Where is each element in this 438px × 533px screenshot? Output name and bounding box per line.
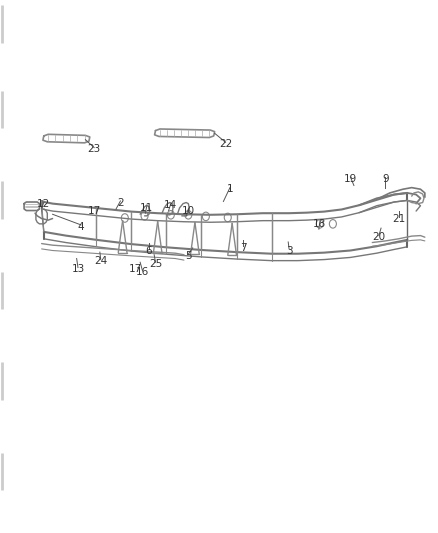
Text: 19: 19 (344, 174, 357, 183)
Text: 17: 17 (129, 264, 142, 273)
Text: 17: 17 (88, 206, 101, 215)
Text: 9: 9 (382, 174, 389, 183)
Text: 4: 4 (78, 222, 85, 231)
Text: 18: 18 (313, 219, 326, 229)
Text: 7: 7 (240, 243, 247, 253)
Text: 22: 22 (219, 139, 232, 149)
Text: 14: 14 (164, 200, 177, 210)
Text: 12: 12 (37, 199, 50, 208)
Text: 16: 16 (136, 267, 149, 277)
Text: 1: 1 (226, 184, 233, 194)
Text: 20: 20 (372, 232, 385, 242)
Text: 6: 6 (145, 246, 152, 255)
Text: 5: 5 (185, 251, 192, 261)
Text: 2: 2 (117, 198, 124, 207)
Text: 21: 21 (392, 214, 405, 223)
Text: 25: 25 (149, 259, 162, 269)
Text: 11: 11 (140, 203, 153, 213)
Text: 3: 3 (286, 246, 293, 255)
Text: 13: 13 (71, 264, 85, 274)
Text: 10: 10 (182, 206, 195, 215)
Text: 24: 24 (94, 256, 107, 266)
Text: 23: 23 (88, 144, 101, 154)
